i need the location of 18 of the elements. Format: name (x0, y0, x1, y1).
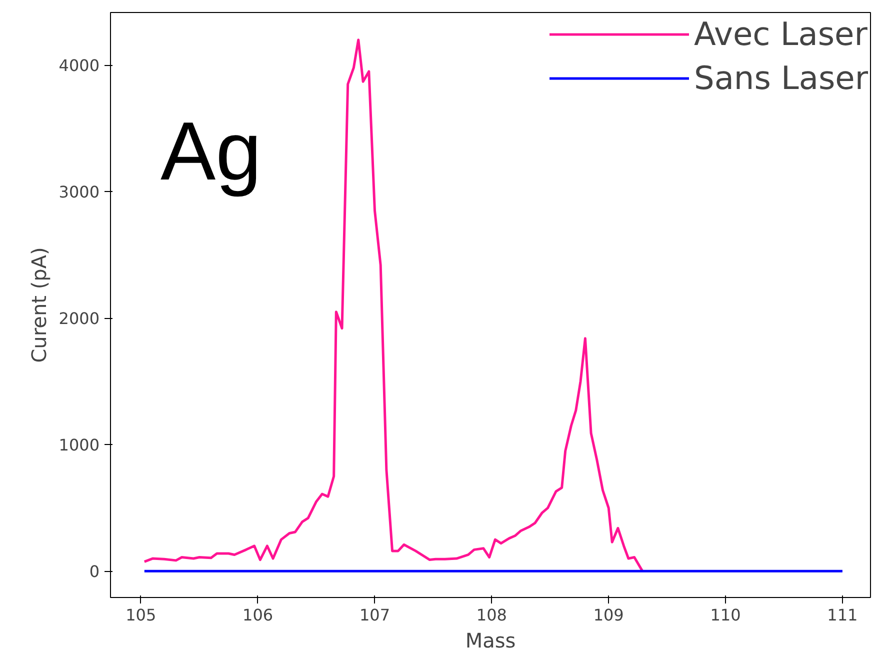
x-tick-label: 111 (827, 606, 858, 624)
x-tick-label: 110 (710, 606, 741, 624)
y-tick-label: 1000 (58, 436, 100, 455)
x-axis-title: Mass (465, 628, 516, 652)
x-tick-label: 105 (126, 606, 156, 624)
y-tick-label: 3000 (58, 182, 100, 202)
y-tick-label: 2000 (58, 309, 100, 328)
x-tick-label: 106 (242, 606, 274, 624)
y-axis-title: Curent (pA) (26, 247, 51, 363)
y-tick-label: 0 (89, 562, 100, 582)
y-tick-label: 4000 (58, 56, 100, 76)
x-tick-label: 107 (359, 606, 390, 624)
line-series (143, 38, 644, 572)
legend-label: Sans Laser (694, 58, 868, 98)
annotation: Ag (160, 104, 262, 198)
x-tick-label: 108 (476, 606, 507, 624)
legend-label: Avec Laser (694, 14, 868, 54)
x-tick-label: 109 (593, 606, 624, 624)
